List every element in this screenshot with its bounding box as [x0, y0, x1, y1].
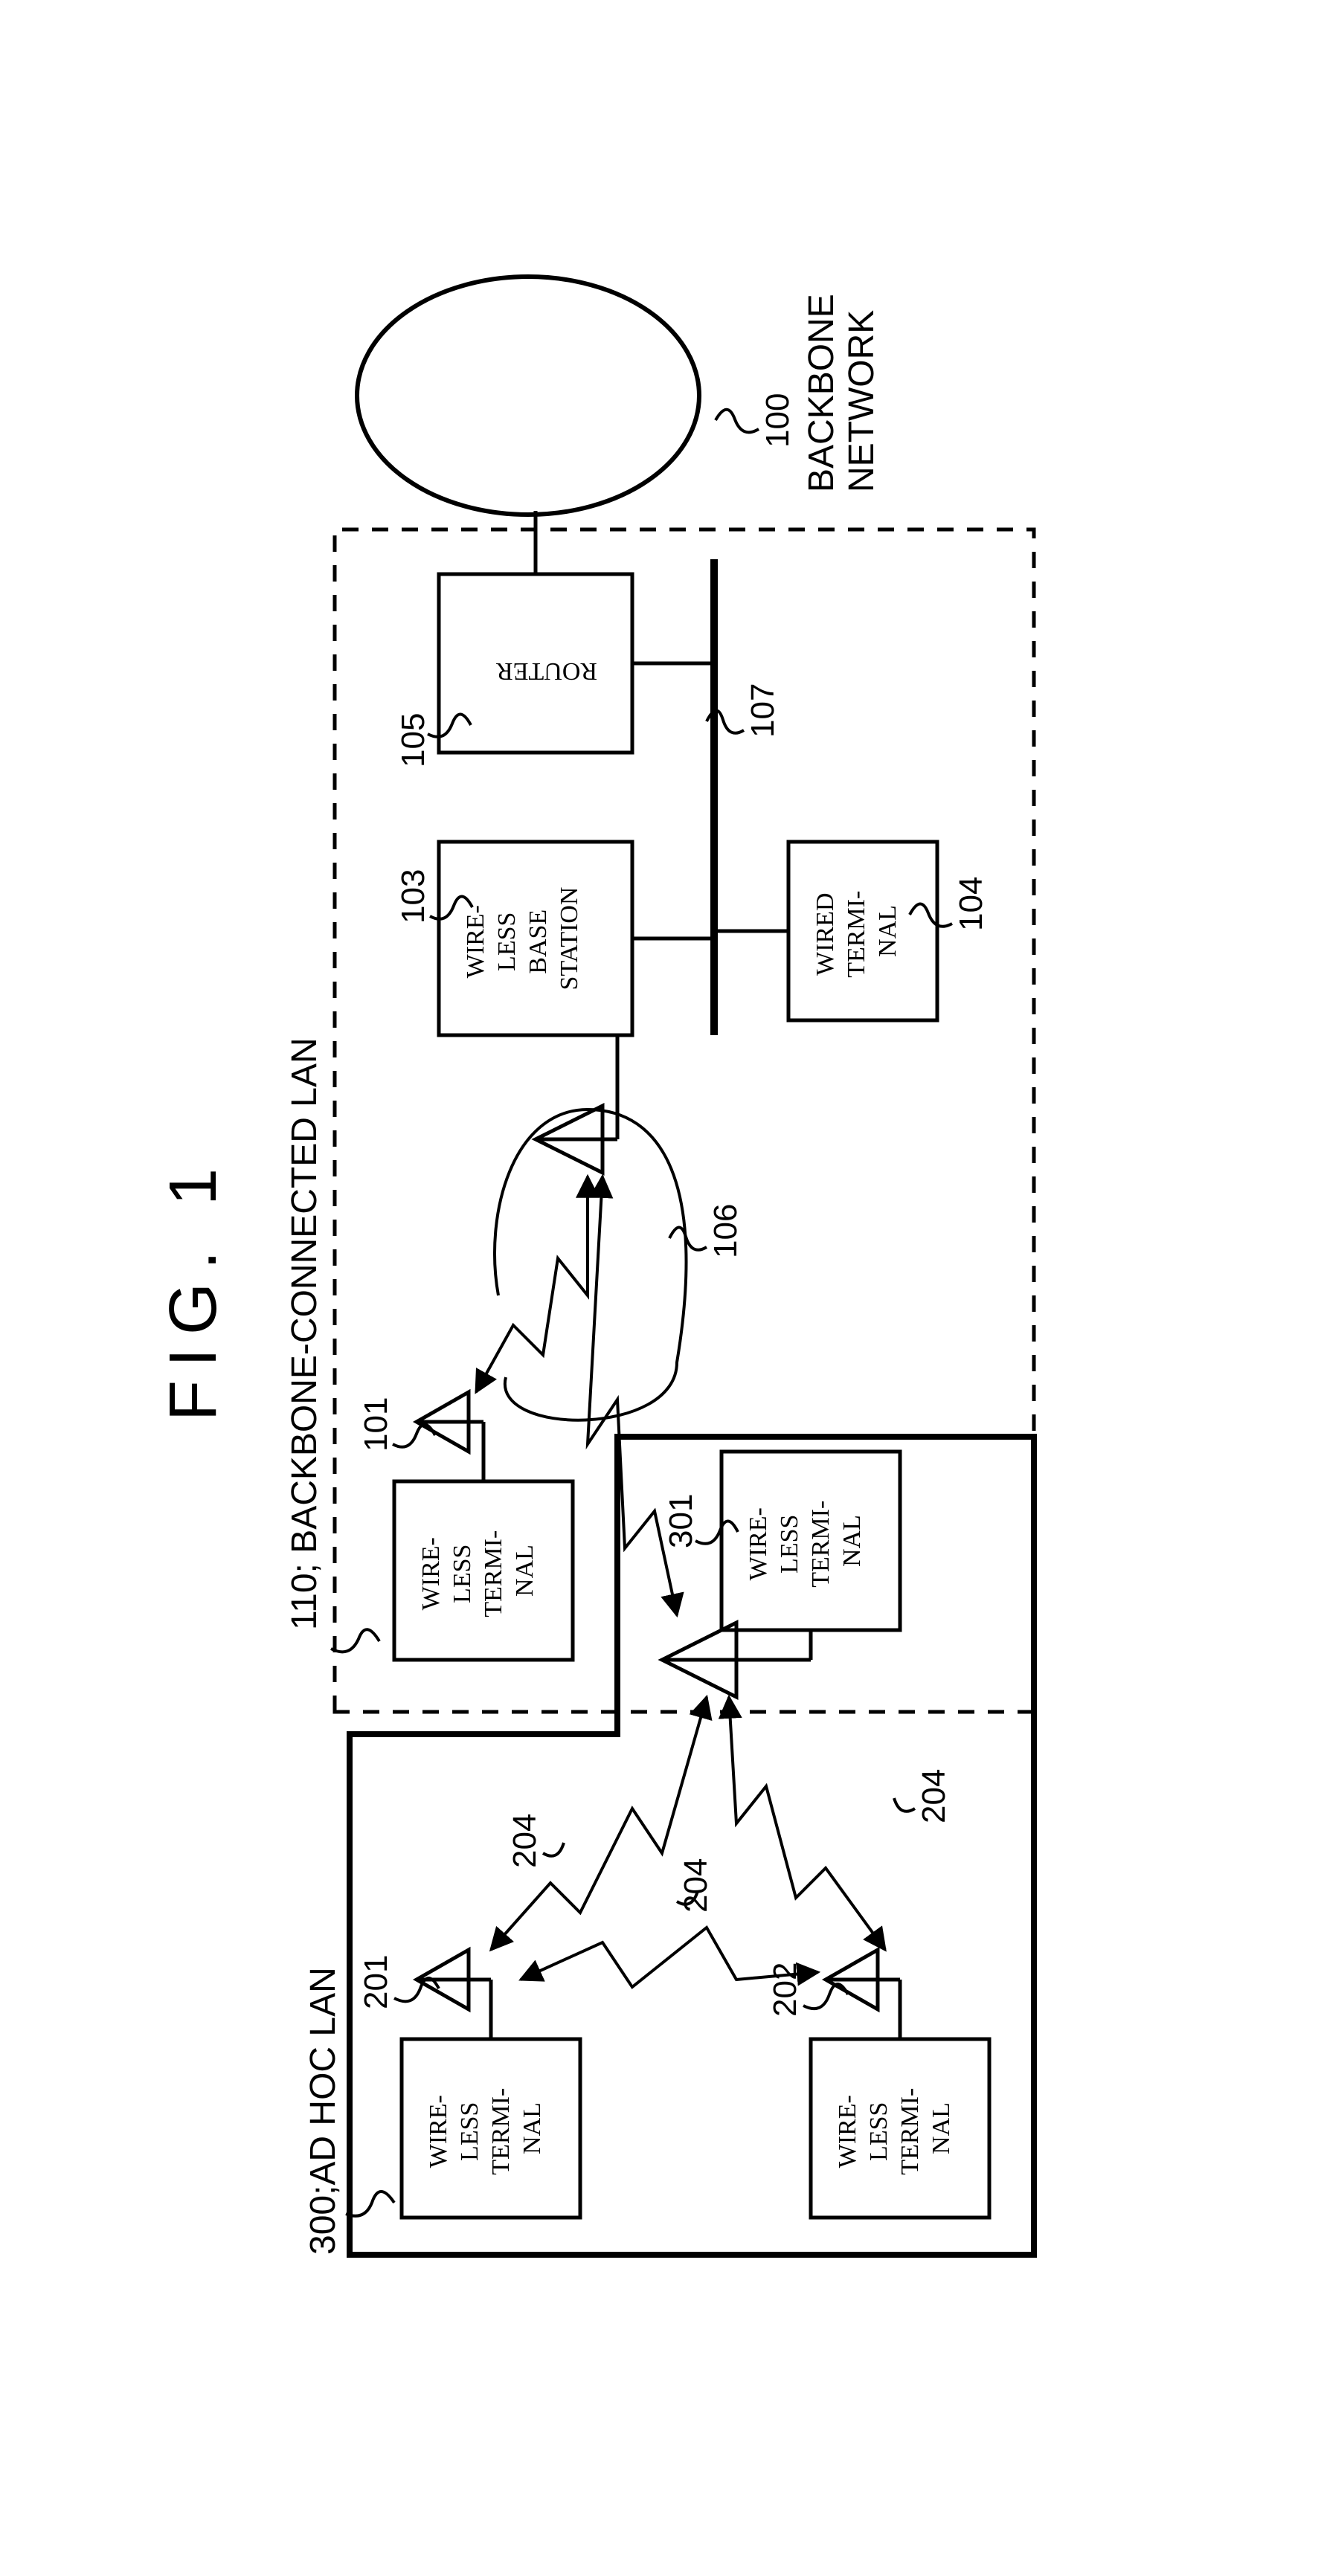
- adhoc-region: 300;AD HOC LAN: [303, 1437, 1034, 2255]
- adhoc-link-202-301: 204: [729, 1697, 952, 1950]
- svg-text:WIRE- LESS TERMI-: WIRE- LESS TERMI- NAL: [834, 2081, 955, 2175]
- ref-103: 103: [395, 869, 431, 924]
- ref-101: 101: [358, 1397, 394, 1452]
- backbone-region-label: 110; BACKBONE-CONNECTED LAN: [285, 1037, 324, 1630]
- figure-title: FIG. 1: [156, 1155, 231, 1421]
- cloud-label: BACKBONE NETWORK: [802, 284, 881, 492]
- wired-terminal-104: WIRED TERMI- NAL 104: [788, 842, 989, 1020]
- ref-107: 107: [745, 683, 781, 738]
- figure-stage: FIG. 1 300;AD HOC LAN 110; BACKBONE-CONN…: [141, 247, 1183, 2329]
- svg-text:WIRED TERMI- NAL: WIRED TERMI- NAL: [812, 884, 902, 978]
- ref-105: 105: [395, 713, 431, 767]
- ref-201: 201: [358, 1955, 394, 2009]
- ref-100: 100: [759, 393, 796, 448]
- wireless-base-station-103: WIRE- LESS BASE STATION 103: [395, 842, 632, 1173]
- ref-202: 202: [767, 1962, 803, 2017]
- wireless-terminal-101: WIRE- LESS TERMI- NAL 101: [358, 1392, 573, 1660]
- wireless-terminal-301: WIRE- LESS TERMI- NAL 301: [662, 1452, 900, 1697]
- figure-svg: FIG. 1 300;AD HOC LAN 110; BACKBONE-CONN…: [141, 247, 1183, 2329]
- svg-text:WIRE- LESS TERMI-: WIRE- LESS TERMI- NAL: [745, 1494, 866, 1588]
- bus-107: 107: [632, 559, 788, 1035]
- svg-text:WIRE- LESS TERMI-: WIRE- LESS TERMI- NAL: [425, 2081, 546, 2175]
- svg-text:ROUTER: ROUTER: [496, 657, 597, 685]
- ref-301: 301: [663, 1494, 699, 1548]
- ref-204-b: 204: [916, 1769, 952, 1823]
- svg-text:WIRE- LESS TERMI-: WIRE- LESS TERMI- NAL: [417, 1524, 539, 1617]
- router-105: ROUTER 105: [395, 574, 632, 767]
- ref-204-a: 204: [507, 1814, 543, 1868]
- adhoc-region-label: 300;AD HOC LAN: [303, 1967, 343, 2255]
- ref-106: 106: [707, 1204, 744, 1258]
- svg-text:WIRE- LESS BASE: WIRE- LESS BASE STATION: [462, 887, 583, 991]
- infra-link-106: 106: [476, 1110, 744, 1615]
- ref-104: 104: [953, 877, 989, 931]
- wireless-terminal-202: WIRE- LESS TERMI- NAL 202: [767, 1950, 989, 2218]
- wireless-terminal-201: WIRE- LESS TERMI- NAL 201: [358, 1950, 580, 2218]
